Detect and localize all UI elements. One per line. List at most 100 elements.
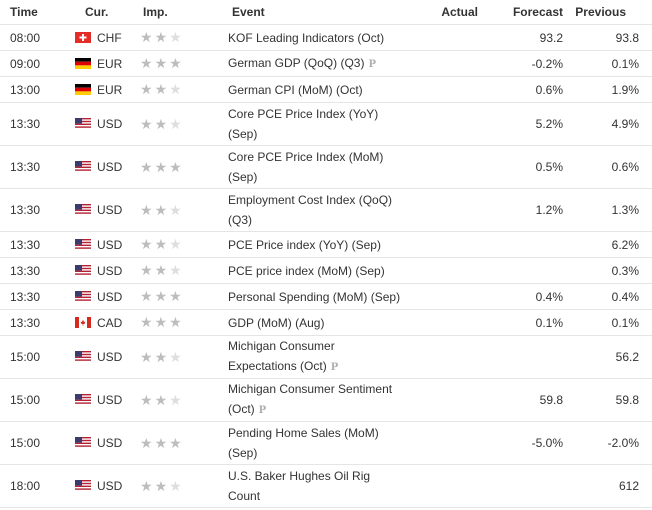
importance-star-filled-icon: ★ xyxy=(154,236,170,252)
currency-code: CHF xyxy=(97,30,122,45)
event-time: 09:00 xyxy=(0,50,75,77)
currency-code: EUR xyxy=(97,56,123,71)
table-row[interactable]: 13:30 CAD ★★★ GDP (MoM) (Aug) 0.1% 0.1% xyxy=(0,309,652,336)
header-importance[interactable]: Imp. xyxy=(140,0,228,25)
preliminary-release-icon: P xyxy=(368,58,377,70)
event-name[interactable]: Core PCE Price Index (YoY) (Sep) xyxy=(228,107,379,141)
event-cell[interactable]: Employment Cost Index (QoQ) (Q3) xyxy=(228,188,408,232)
table-row[interactable]: 13:30 USD ★★★ Personal Spending (MoM) (Sep)… xyxy=(0,283,652,310)
event-name[interactable]: Core PCE Price Index (MoM) (Sep) xyxy=(228,150,384,184)
header-event[interactable]: Event xyxy=(228,0,408,25)
event-previous: 56.2 xyxy=(563,335,652,379)
event-cell[interactable]: German CPI (MoM) (Oct) xyxy=(228,76,408,103)
event-cell[interactable]: PCE Price index (YoY) (Sep) xyxy=(228,231,408,258)
event-cell[interactable]: GDP (MoM) (Aug) xyxy=(228,309,408,336)
importance-star-filled-icon: ★ xyxy=(154,477,170,494)
event-name[interactable]: U.S. Baker Hughes Oil Rig Count xyxy=(228,469,371,503)
table-row[interactable]: 13:30 USD ★★★ PCE price index (MoM) (Sep) 0.… xyxy=(0,257,652,284)
event-currency: USD xyxy=(75,145,140,189)
importance-star-filled-icon: ★ xyxy=(154,348,170,365)
event-actual xyxy=(408,231,478,258)
event-currency: USD xyxy=(75,335,140,379)
event-name[interactable]: PCE price index (MoM) (Sep) xyxy=(228,263,385,278)
event-cell[interactable]: Michigan Consumer Expectations (Oct) P xyxy=(228,335,408,379)
event-currency: USD xyxy=(75,464,140,508)
event-time: 13:30 xyxy=(0,257,75,284)
importance-star-filled-icon: ★ xyxy=(154,115,170,132)
currency-code: USD xyxy=(97,393,123,407)
header-forecast[interactable]: Forecast xyxy=(478,0,563,25)
event-name[interactable]: KOF Leading Indicators (Oct) xyxy=(228,30,385,45)
importance-star-empty-icon: ★ xyxy=(169,236,184,252)
us-flag-icon xyxy=(75,480,91,491)
event-name[interactable]: Personal Spending (MoM) (Sep) xyxy=(228,289,401,304)
event-time: 13:30 xyxy=(0,145,75,189)
event-time: 08:00 xyxy=(0,24,75,51)
event-previous: 612 xyxy=(563,464,652,508)
event-time: 13:30 xyxy=(0,309,75,336)
header-actual[interactable]: Actual xyxy=(408,0,478,25)
table-header-row: Time Cur. Imp. Event Actual Forecast Pre… xyxy=(0,0,652,25)
importance-star-empty-icon: ★ xyxy=(169,115,184,132)
event-time: 15:00 xyxy=(0,378,75,422)
de-flag-icon xyxy=(75,83,91,95)
table-row[interactable]: 15:00 USD ★★★ Pending Home Sales (MoM) (Sep… xyxy=(0,421,652,465)
event-name[interactable]: Michigan Consumer Expectations (Oct) xyxy=(228,339,335,373)
event-cell[interactable]: KOF Leading Indicators (Oct) xyxy=(228,24,408,51)
event-forecast: 0.5% xyxy=(478,145,563,189)
importance-star-filled-icon: ★ xyxy=(140,158,155,175)
table-row[interactable]: 08:00 CHF ★★★ KOF Leading Indicators (Oct) 9… xyxy=(0,24,652,51)
event-cell[interactable]: Michigan Consumer Sentiment (Oct) P xyxy=(228,378,408,422)
event-name[interactable]: German CPI (MoM) (Oct) xyxy=(228,82,363,97)
event-cell[interactable]: Core PCE Price Index (MoM) (Sep) xyxy=(228,145,408,189)
importance-star-filled-icon: ★ xyxy=(140,236,155,252)
header-time[interactable]: Time xyxy=(0,0,75,25)
us-flag-icon xyxy=(75,437,91,448)
importance-star-empty-icon: ★ xyxy=(169,29,184,45)
event-cell[interactable]: German GDP (QoQ) (Q3) P xyxy=(228,50,408,77)
event-forecast: 0.4% xyxy=(478,283,563,310)
importance-star-filled-icon: ★ xyxy=(154,55,170,71)
event-actual xyxy=(408,283,478,310)
importance-star-filled-icon: ★ xyxy=(140,201,155,218)
event-importance: ★★★ xyxy=(140,309,228,336)
importance-star-filled-icon: ★ xyxy=(140,262,155,278)
event-previous: 0.4% xyxy=(563,283,652,310)
event-time: 15:00 xyxy=(0,335,75,379)
importance-star-filled-icon: ★ xyxy=(169,314,184,330)
event-cell[interactable]: PCE price index (MoM) (Sep) xyxy=(228,257,408,284)
event-name[interactable]: German GDP (QoQ) (Q3) xyxy=(228,55,365,70)
event-cell[interactable]: Pending Home Sales (MoM) (Sep) xyxy=(228,421,408,465)
event-actual xyxy=(408,464,478,508)
preliminary-release-icon: P xyxy=(258,405,267,416)
event-cell[interactable]: U.S. Baker Hughes Oil Rig Count xyxy=(228,464,408,508)
event-time: 13:30 xyxy=(0,188,75,232)
table-row[interactable]: 13:30 USD ★★★ PCE Price index (YoY) (Sep) 6.… xyxy=(0,231,652,258)
event-cell[interactable]: Personal Spending (MoM) (Sep) xyxy=(228,283,408,310)
event-name[interactable]: Michigan Consumer Sentiment (Oct) xyxy=(228,382,393,416)
event-actual xyxy=(408,421,478,465)
table-row[interactable]: 13:30 USD ★★★ Core PCE Price Index (YoY) (S… xyxy=(0,102,652,146)
table-row[interactable]: 18:00 USD ★★★ U.S. Baker Hughes Oil Rig Cou… xyxy=(0,464,652,508)
event-actual xyxy=(408,378,478,422)
table-row[interactable]: 09:00 EUR ★★★ German GDP (QoQ) (Q3) P -0.2% 0.… xyxy=(0,50,652,77)
event-name[interactable]: Employment Cost Index (QoQ) (Q3) xyxy=(228,193,393,227)
table-row[interactable]: 13:30 USD ★★★ Core PCE Price Index (MoM) (S… xyxy=(0,145,652,189)
table-row[interactable]: 13:00 EUR ★★★ German CPI (MoM) (Oct) 0.6% 1.9… xyxy=(0,76,652,103)
importance-star-filled-icon: ★ xyxy=(154,201,170,218)
table-row[interactable]: 13:30 USD ★★★ Employment Cost Index (QoQ) (… xyxy=(0,188,652,232)
event-cell[interactable]: Core PCE Price Index (YoY) (Sep) xyxy=(228,102,408,146)
currency-code: CAD xyxy=(97,315,123,330)
table-row[interactable]: 15:00 USD ★★★ Michigan Consumer Expectation… xyxy=(0,335,652,379)
event-name[interactable]: PCE Price index (YoY) (Sep) xyxy=(228,237,381,252)
event-importance: ★★★ xyxy=(140,102,228,146)
currency-code: USD xyxy=(97,160,123,174)
importance-star-filled-icon: ★ xyxy=(169,55,184,71)
currency-code: USD xyxy=(97,350,123,364)
header-currency[interactable]: Cur. xyxy=(75,0,140,25)
event-name[interactable]: GDP (MoM) (Aug) xyxy=(228,315,325,330)
header-previous[interactable]: Previous xyxy=(563,0,652,25)
event-name[interactable]: Pending Home Sales (MoM) (Sep) xyxy=(228,426,379,460)
table-row[interactable]: 15:00 USD ★★★ Michigan Consumer Sentiment (… xyxy=(0,378,652,422)
ch-flag-icon xyxy=(75,31,91,43)
